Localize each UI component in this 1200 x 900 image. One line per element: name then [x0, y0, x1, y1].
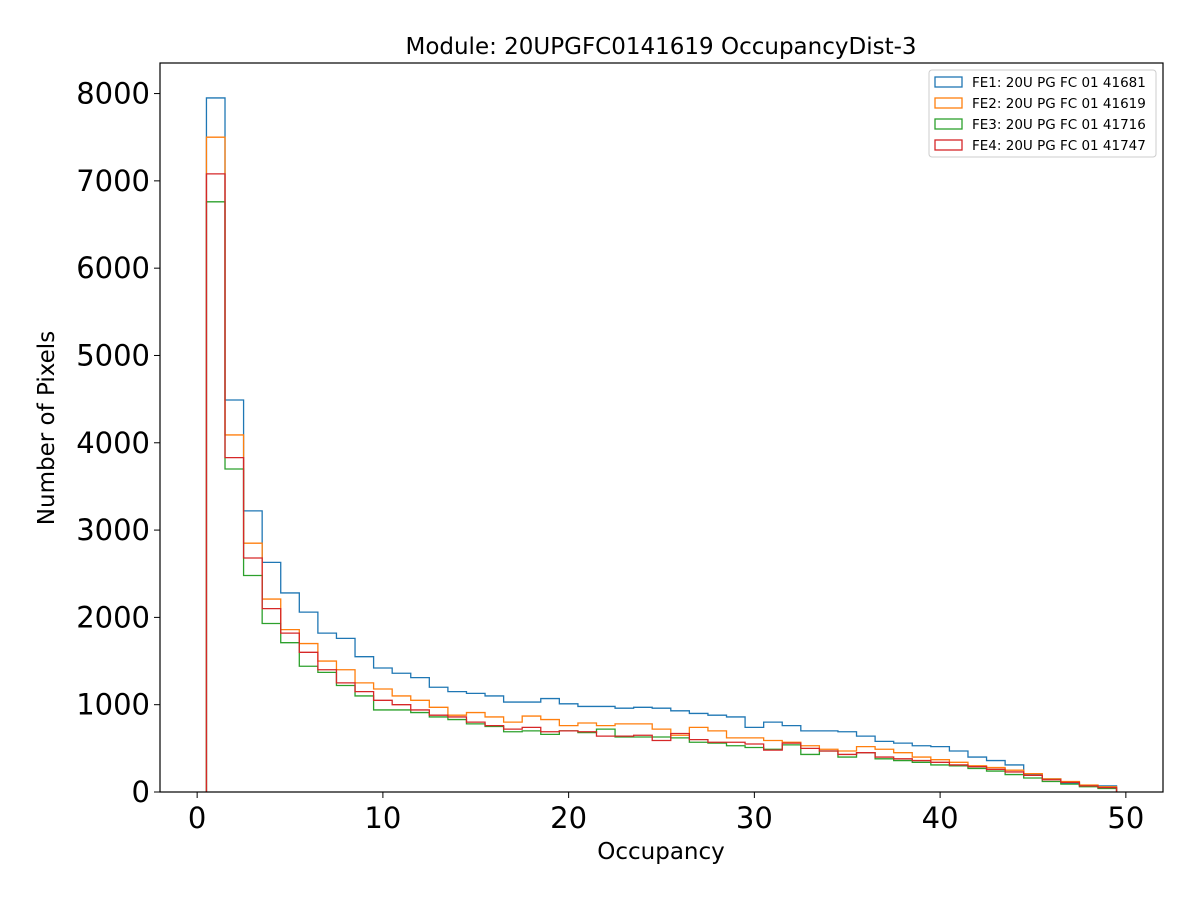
legend-label-fe3: FE3: 20U PG FC 01 41716 — [972, 117, 1146, 133]
legend-items: FE1: 20U PG FC 01 41681 FE2: 20U PG FC 01… — [934, 75, 1146, 154]
legend: FE1: 20U PG FC 01 41681 FE2: 20U PG FC 01… — [928, 69, 1157, 158]
x-tick-label: 50 — [1107, 801, 1144, 835]
ticks-layer: 0 10 20 30 40 50 0 1000 2000 3000 4000 5000 6000 7000… — [76, 77, 1144, 835]
y-tick-label: 6000 — [76, 251, 150, 285]
y-tick-label: 4000 — [76, 426, 150, 460]
legend-label-fe1: FE1: 20U PG FC 01 41681 — [972, 75, 1146, 91]
legend-swatch-fe1 — [934, 76, 963, 88]
y-tick-label: 3000 — [76, 513, 150, 547]
series-fe1-step-line — [205, 97, 1118, 792]
x-tick-label: 20 — [550, 801, 587, 835]
x-axis-title: Occupancy — [597, 839, 725, 865]
y-tick-label: 0 — [132, 775, 150, 809]
legend-swatch-fe2 — [934, 97, 963, 109]
y-axis-title: Number of Pixels — [34, 331, 60, 525]
x-tick-label: 0 — [188, 801, 206, 835]
chart-title: Module: 20UPGFC0141619 OccupancyDist-3 — [405, 34, 916, 60]
legend-label-fe4: FE4: 20U PG FC 01 41747 — [972, 138, 1146, 154]
plot-area-frame — [159, 62, 1164, 793]
x-tick-label: 30 — [736, 801, 773, 835]
series-layer — [205, 97, 1118, 792]
legend-label-fe2: FE2: 20U PG FC 01 41619 — [972, 96, 1146, 112]
y-tick-label: 5000 — [76, 338, 150, 372]
y-tick-label: 7000 — [76, 164, 150, 198]
x-tick-label: 40 — [922, 801, 959, 835]
y-tick-label: 2000 — [76, 600, 150, 634]
y-tick-label: 1000 — [76, 688, 150, 722]
legend-frame — [928, 69, 1157, 158]
series-fe4-step-line — [205, 173, 1118, 792]
legend-swatch-fe3 — [934, 118, 963, 130]
x-tick-label: 10 — [364, 801, 401, 835]
legend-swatch-fe4 — [934, 139, 963, 151]
y-tick-label: 8000 — [76, 77, 150, 111]
